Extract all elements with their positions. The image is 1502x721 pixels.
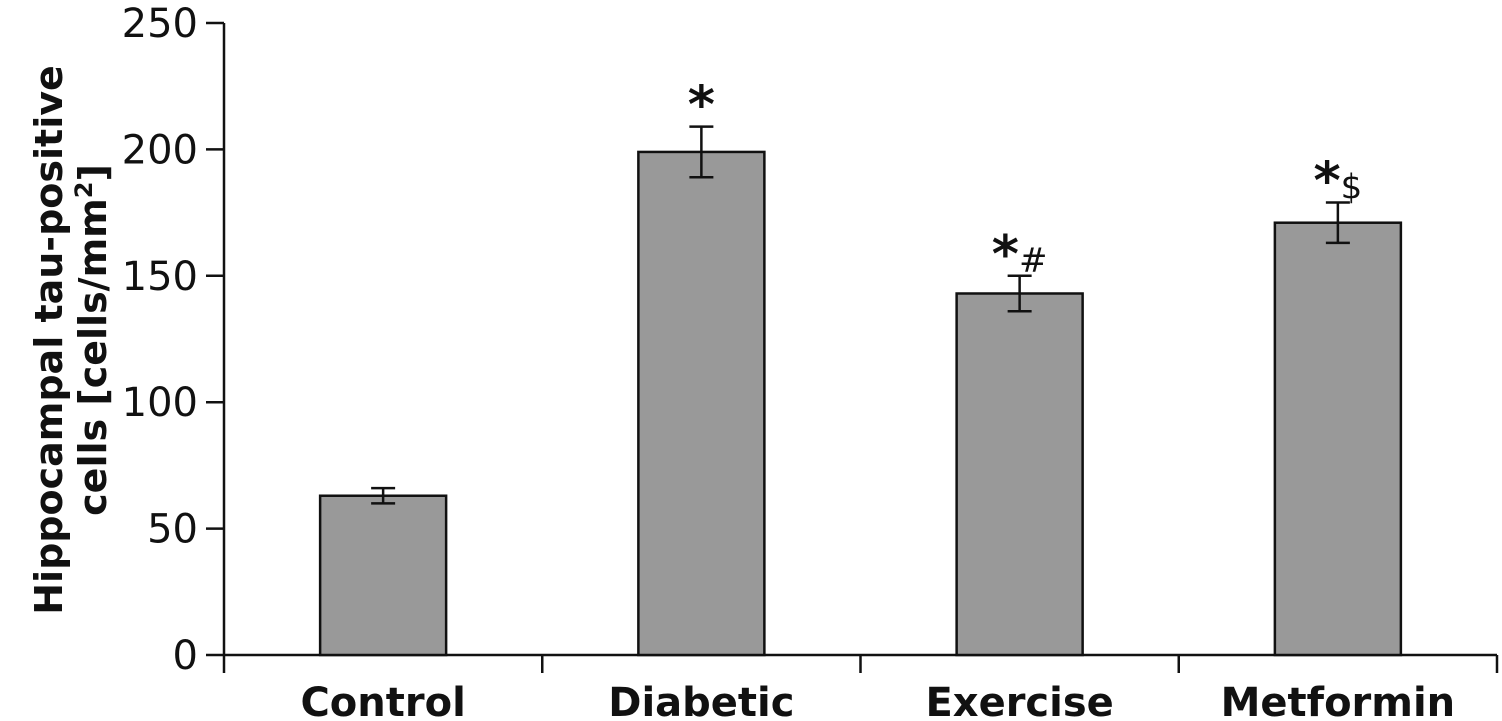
- y-axis-title-line-1: Hippocampal tau-positive: [27, 65, 71, 615]
- y-axis-title-line-2: cells [cells/mm2]: [70, 164, 115, 516]
- category-label: Control: [300, 680, 465, 721]
- bar: [637, 150, 766, 657]
- y-tick-label: 100: [122, 380, 198, 426]
- bar: [955, 292, 1084, 657]
- significance-star: *: [688, 76, 715, 136]
- y-axis-title-superscript: 2: [70, 182, 98, 199]
- y-tick-label: 0: [173, 633, 198, 679]
- significance-star: *: [1313, 151, 1340, 211]
- category-label: Metformin: [1221, 680, 1456, 721]
- y-tick-label: 50: [147, 507, 198, 553]
- category-label: Diabetic: [608, 680, 794, 721]
- y-tick-label: 200: [122, 127, 198, 173]
- significance-annotation: *: [688, 76, 715, 136]
- y-axis-title: Hippocampal tau-positive cells [cells/mm…: [27, 65, 115, 615]
- significance-symbol: $: [1341, 167, 1363, 207]
- y-axis-title-close: ]: [71, 164, 115, 181]
- significance-annotation: *$: [1313, 151, 1362, 211]
- y-tick-label: 150: [122, 254, 198, 300]
- bar: [1273, 221, 1403, 657]
- significance-annotation: *#: [992, 225, 1048, 285]
- bar: [318, 494, 448, 657]
- category-label: Exercise: [925, 680, 1113, 721]
- plot-area: 0 50 100 150 200 250 Control Diabetic * Exercise *…: [122, 1, 1499, 721]
- significance-star: *: [992, 225, 1019, 285]
- significance-symbol: #: [1019, 241, 1048, 281]
- y-tick-label: 250: [122, 1, 198, 47]
- y-axis-title-main: cells [cells/mm: [71, 198, 115, 516]
